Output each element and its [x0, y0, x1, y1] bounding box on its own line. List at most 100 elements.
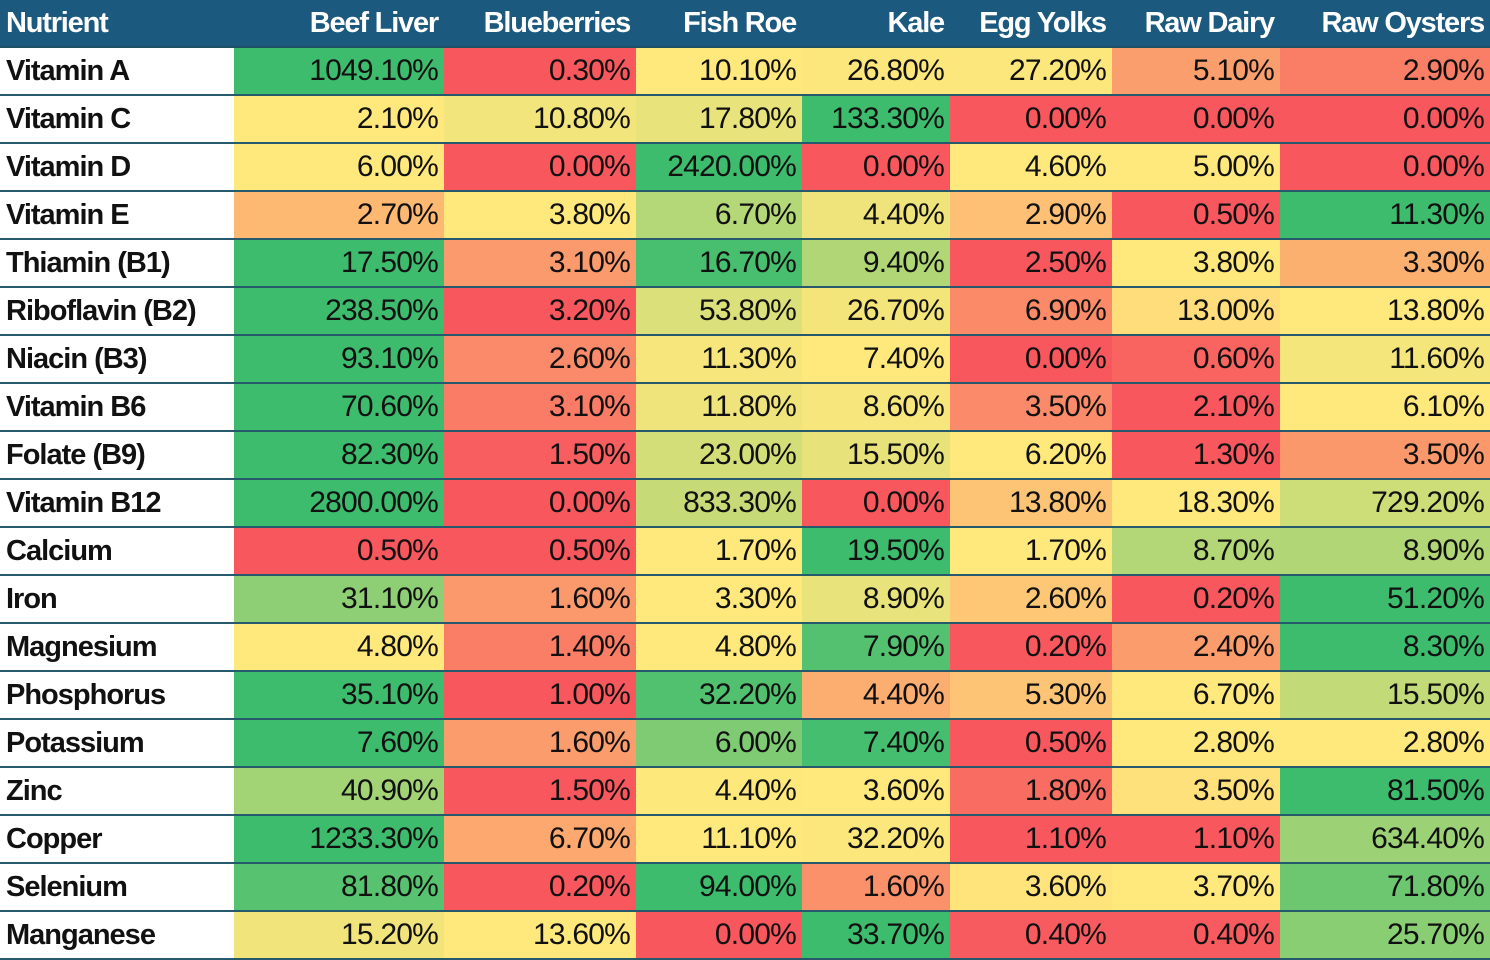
heatmap-cell: 6.00% [234, 143, 444, 192]
heatmap-cell: 71.80% [1280, 863, 1490, 912]
heatmap-cell: 10.10% [636, 47, 802, 96]
heatmap-cell: 0.40% [950, 911, 1112, 960]
heatmap-cell: 3.50% [1112, 767, 1280, 816]
heatmap-cell: 2.70% [234, 191, 444, 240]
heatmap-cell: 1.70% [636, 527, 802, 576]
table-row: Zinc 40.90% 1.50% 4.40% 3.60% 1.80% 3.50% 81.50… [0, 767, 1490, 816]
heatmap-cell: 0.60% [1112, 335, 1280, 384]
heatmap-cell: 31.10% [234, 575, 444, 624]
heatmap-cell: 0.50% [1112, 191, 1280, 240]
row-label: Folate (B9) [0, 431, 234, 480]
heatmap-cell: 53.80% [636, 287, 802, 336]
heatmap-cell: 3.30% [1280, 239, 1490, 288]
heatmap-cell: 81.80% [234, 863, 444, 912]
heatmap-cell: 2420.00% [636, 143, 802, 192]
heatmap-cell: 0.00% [1280, 95, 1490, 144]
heatmap-cell: 1.00% [444, 671, 636, 720]
heatmap-cell: 5.00% [1112, 143, 1280, 192]
heatmap-cell: 15.50% [802, 431, 950, 480]
heatmap-cell: 4.80% [234, 623, 444, 672]
row-label: Iron [0, 575, 234, 624]
heatmap-cell: 6.70% [444, 815, 636, 864]
heatmap-cell: 133.30% [802, 95, 950, 144]
heatmap-cell: 1233.30% [234, 815, 444, 864]
heatmap-cell: 833.30% [636, 479, 802, 528]
table-row: Vitamin A 1049.10% 0.30% 10.10% 26.80% 27.20%… [0, 47, 1490, 96]
heatmap-cell: 93.10% [234, 335, 444, 384]
row-label: Calcium [0, 527, 234, 576]
heatmap-cell: 11.30% [636, 335, 802, 384]
heatmap-cell: 32.20% [636, 671, 802, 720]
heatmap-cell: 9.40% [802, 239, 950, 288]
table-row: Selenium 81.80% 0.20% 94.00% 1.60% 3.60% 3.70%… [0, 863, 1490, 912]
header-row: Nutrient Beef Liver Blueberries Fish Roe Ka… [0, 0, 1490, 48]
heatmap-cell: 0.00% [1280, 143, 1490, 192]
heatmap-cell: 19.50% [802, 527, 950, 576]
row-label: Copper [0, 815, 234, 864]
table-row: Vitamin B6 70.60% 3.10% 11.80% 8.60% 3.50% 2.1… [0, 383, 1490, 432]
heatmap-cell: 5.10% [1112, 47, 1280, 96]
table-row: Manganese 15.20% 13.60% 0.00% 33.70% 0.40% 0.4… [0, 911, 1490, 960]
heatmap-cell: 2.60% [444, 335, 636, 384]
heatmap-cell: 6.70% [636, 191, 802, 240]
column-header-nutrient: Nutrient [0, 0, 234, 48]
heatmap-cell: 2.90% [1280, 47, 1490, 96]
heatmap-cell: 2.80% [1280, 719, 1490, 768]
heatmap-cell: 0.00% [1112, 95, 1280, 144]
heatmap-cell: 26.80% [802, 47, 950, 96]
table-row: Vitamin B12 2800.00% 0.00% 833.30% 0.00% 13.8… [0, 479, 1490, 528]
table-row: Thiamin (B1) 17.50% 3.10% 16.70% 9.40% 2.50% 3… [0, 239, 1490, 288]
heatmap-cell: 0.50% [950, 719, 1112, 768]
table-row: Vitamin D 6.00% 0.00% 2420.00% 0.00% 4.60% 5.0… [0, 143, 1490, 192]
column-header-blueberries: Blueberries [444, 0, 636, 48]
heatmap-cell: 11.60% [1280, 335, 1490, 384]
heatmap-cell: 0.00% [802, 143, 950, 192]
heatmap-cell: 729.20% [1280, 479, 1490, 528]
heatmap-cell: 2.90% [950, 191, 1112, 240]
heatmap-cell: 4.60% [950, 143, 1112, 192]
heatmap-cell: 5.30% [950, 671, 1112, 720]
row-label: Vitamin D [0, 143, 234, 192]
heatmap-cell: 1049.10% [234, 47, 444, 96]
heatmap-cell: 17.50% [234, 239, 444, 288]
heatmap-cell: 3.50% [1280, 431, 1490, 480]
heatmap-cell: 11.10% [636, 815, 802, 864]
heatmap-cell: 1.50% [444, 431, 636, 480]
row-label: Niacin (B3) [0, 335, 234, 384]
row-label: Potassium [0, 719, 234, 768]
heatmap-cell: 4.40% [636, 767, 802, 816]
row-label: Magnesium [0, 623, 234, 672]
heatmap-cell: 4.40% [802, 191, 950, 240]
column-header-raw-dairy: Raw Dairy [1112, 0, 1280, 48]
row-label: Vitamin C [0, 95, 234, 144]
heatmap-cell: 81.50% [1280, 767, 1490, 816]
row-label: Riboflavin (B2) [0, 287, 234, 336]
heatmap-cell: 7.40% [802, 719, 950, 768]
table-row: Folate (B9) 82.30% 1.50% 23.00% 15.50% 6.20% 1… [0, 431, 1490, 480]
heatmap-cell: 7.90% [802, 623, 950, 672]
heatmap-cell: 0.00% [636, 911, 802, 960]
heatmap-cell: 0.50% [444, 527, 636, 576]
heatmap-cell: 0.20% [444, 863, 636, 912]
heatmap-cell: 18.30% [1112, 479, 1280, 528]
heatmap-cell: 0.30% [444, 47, 636, 96]
heatmap-cell: 25.70% [1280, 911, 1490, 960]
heatmap-cell: 3.20% [444, 287, 636, 336]
table-row: Magnesium 4.80% 1.40% 4.80% 7.90% 0.20% 2.40% 8… [0, 623, 1490, 672]
heatmap-cell: 6.90% [950, 287, 1112, 336]
heatmap-cell: 40.90% [234, 767, 444, 816]
heatmap-cell: 3.60% [802, 767, 950, 816]
heatmap-cell: 1.40% [444, 623, 636, 672]
heatmap-cell: 7.60% [234, 719, 444, 768]
heatmap-cell: 6.00% [636, 719, 802, 768]
heatmap-cell: 3.10% [444, 383, 636, 432]
heatmap-cell: 32.20% [802, 815, 950, 864]
heatmap-cell: 0.00% [950, 95, 1112, 144]
table-row: Niacin (B3) 93.10% 2.60% 11.30% 7.40% 0.00% 0.… [0, 335, 1490, 384]
heatmap-cell: 1.60% [802, 863, 950, 912]
heatmap-cell: 8.90% [802, 575, 950, 624]
heatmap-cell: 8.30% [1280, 623, 1490, 672]
table-row: Copper 1233.30% 6.70% 11.10% 32.20% 1.10% 1.10… [0, 815, 1490, 864]
heatmap-cell: 17.80% [636, 95, 802, 144]
heatmap-cell: 6.10% [1280, 383, 1490, 432]
